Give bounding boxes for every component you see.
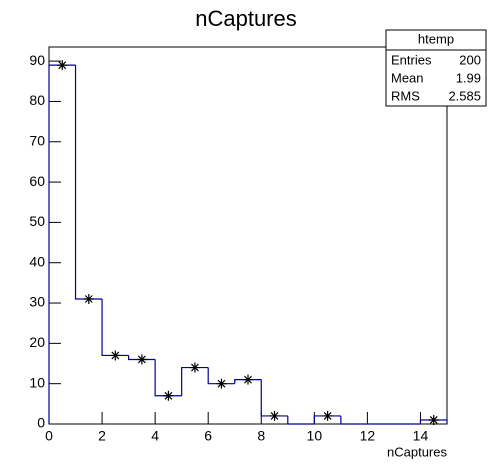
y-tick-label: 70 — [29, 132, 45, 148]
x-tick-label: 0 — [45, 428, 53, 444]
y-tick-label: 0 — [37, 415, 45, 431]
marker — [163, 390, 174, 401]
histogram-bin — [340, 415, 368, 425]
marker — [136, 354, 147, 365]
marker — [57, 60, 68, 71]
marker — [269, 410, 280, 421]
marker — [110, 350, 121, 361]
y-tick-label: 60 — [29, 173, 45, 189]
stats-value: 1.99 — [456, 70, 481, 85]
y-tick-label: 90 — [29, 52, 45, 68]
x-tick-label: 14 — [413, 428, 429, 444]
stats-box: htemp Entries 200 Mean 1.99 RMS 2.585 — [385, 29, 487, 107]
marker — [189, 362, 200, 373]
histogram-bin — [287, 415, 315, 425]
x-tick-label: 6 — [204, 428, 212, 444]
histogram — [48, 60, 448, 425]
y-tick-label: 40 — [29, 253, 45, 269]
stats-value: 2.585 — [448, 88, 481, 103]
stats-frame — [385, 29, 487, 107]
stats-value: 200 — [459, 52, 481, 67]
marker — [322, 410, 333, 421]
x-tick-label: 10 — [307, 428, 323, 444]
x-tick-label: 4 — [151, 428, 159, 444]
y-tick-label: 50 — [29, 213, 45, 229]
x-tick-label: 8 — [257, 428, 265, 444]
x-tick-label: 12 — [360, 428, 376, 444]
marker — [428, 414, 439, 425]
y-tick-label: 20 — [29, 334, 45, 350]
x-tick-label: 2 — [98, 428, 106, 444]
stats-title: htemp — [418, 31, 454, 46]
stats-label: Entries — [391, 52, 432, 67]
y-tick-label: 80 — [29, 92, 45, 108]
stats-label: RMS — [391, 88, 420, 103]
marker — [243, 374, 253, 385]
marker — [216, 378, 227, 389]
marker — [83, 294, 94, 305]
y-tick-label: 10 — [29, 374, 45, 390]
y-tick-label: 30 — [29, 294, 45, 310]
chart-title: nCaptures — [195, 6, 297, 31]
stats-label: Mean — [391, 70, 424, 85]
x-axis-label: nCaptures — [387, 444, 447, 459]
